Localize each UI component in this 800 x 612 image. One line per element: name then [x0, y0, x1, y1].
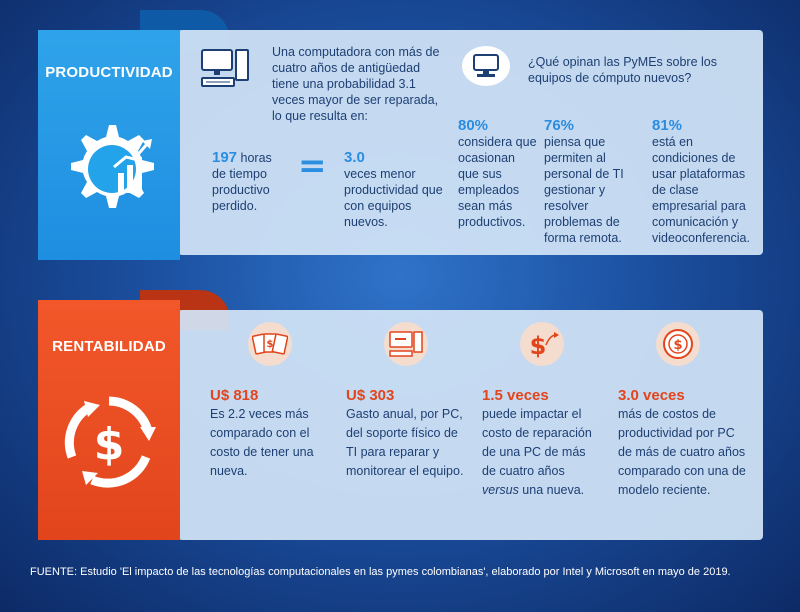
stat-76: 76% piensa que permiten al personal de T…: [544, 118, 642, 246]
stat-value: 80%: [458, 117, 489, 134]
question-text: ¿Qué opinan las PyMEs sobre los equipos …: [528, 55, 717, 85]
rent-value: 1.5 veces: [482, 387, 549, 404]
equals-sign: =: [298, 146, 327, 186]
rent-item-1-5: 1.5 veces puede impactar el costo de rep…: [482, 386, 592, 500]
rent-item-818: U$ 818 Es 2.2 veces más comparado con el…: [210, 386, 328, 481]
svg-text:$: $: [673, 338, 682, 353]
gear-growth-icon: [38, 111, 180, 221]
rent-value: U$ 818: [210, 387, 259, 404]
hours-value: 197: [212, 149, 238, 166]
hours-text: horas de tiempo productivo perdido.: [212, 151, 272, 213]
prod-text: veces menor productividad que con equipo…: [344, 167, 443, 229]
svg-text:$: $: [94, 419, 125, 470]
svg-text:$: $: [267, 339, 274, 350]
rent-text: Gasto anual, por PC, del soporte físico …: [346, 407, 464, 478]
stat-value: 76%: [544, 117, 575, 134]
rent-text-b: una nueva.: [518, 483, 585, 497]
computer-question-icon: [462, 46, 510, 86]
productividad-intro: Una computadora con más de cuatro años d…: [272, 45, 440, 123]
stat-text: piensa que permiten al personal de TI ge…: [544, 135, 624, 245]
computer-repair-icon: [384, 322, 428, 366]
source-note: FUENTE: Estudio 'El impacto de las tecno…: [30, 566, 731, 578]
rent-text: Es 2.2 veces más comparado con el costo …: [210, 407, 314, 478]
rent-value: 3.0 veces: [618, 387, 685, 404]
rent-text: puede impactar el costo de reparación de…: [482, 405, 592, 500]
rent-text-emphasis: versus: [482, 483, 519, 497]
stat-text: está en condiciones de usar plataformas …: [652, 135, 750, 245]
money-bills-icon: $: [248, 322, 292, 366]
hours-stat: 197 horas de tiempo productivo perdido.: [212, 150, 282, 214]
productividad-ribbon: PRODUCTIVIDAD: [38, 30, 180, 260]
rent-value: U$ 303: [346, 387, 395, 404]
rent-item-3-0: 3.0 veces más de costos de productividad…: [618, 386, 748, 500]
computer-icon: [200, 48, 250, 93]
stat-value: 81%: [652, 117, 683, 134]
rentabilidad-title: RENTABILIDAD: [52, 338, 166, 355]
stat-80: 80% considera que ocasionan que sus empl…: [458, 118, 538, 230]
dollar-coin-icon: $: [656, 322, 700, 366]
rent-text: más de costos de productividad por PC de…: [618, 407, 746, 497]
rent-item-303: U$ 303 Gasto anual, por PC, del soporte …: [346, 386, 466, 481]
prod-value: 3.0: [344, 149, 365, 166]
stat-81: 81% está en condiciones de usar platafor…: [652, 118, 756, 246]
productividad-title: PRODUCTIVIDAD: [45, 64, 173, 81]
dollar-cycle-icon: $: [38, 387, 180, 497]
rentabilidad-ribbon: RENTABILIDAD $: [38, 300, 180, 540]
stat-text: considera que ocasionan que sus empleado…: [458, 135, 537, 229]
svg-text:$: $: [530, 332, 547, 359]
rent-text-a: puede impactar el costo de reparación de…: [482, 407, 592, 478]
prod-stat: 3.0 veces menor productividad que con eq…: [344, 150, 444, 230]
dollar-growth-icon: $: [520, 322, 564, 366]
